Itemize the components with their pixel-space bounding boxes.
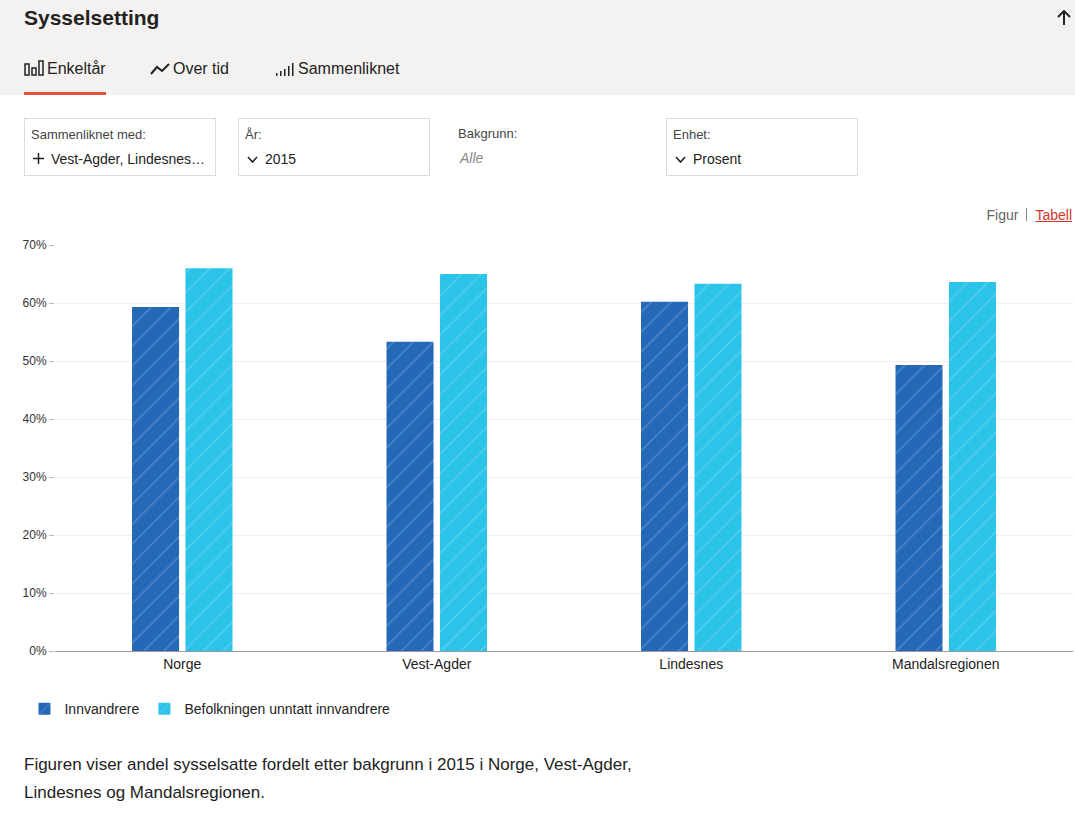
html-text:Enhet:: Enhet: — [673, 127, 711, 142]
svg-text:10%: 10% — [23, 586, 47, 600]
svg-text:40%: 40% — [23, 412, 47, 426]
html-text:2015: 2015 — [265, 151, 297, 167]
svg-text:Lindesnes: Lindesnes — [659, 656, 723, 672]
svg-text:20%: 20% — [23, 528, 47, 542]
html-text:Vest-Agder, Lindesnes…: Vest-Agder, Lindesnes… — [51, 151, 206, 167]
html-text:Enkeltår: Enkeltår — [47, 60, 106, 77]
svg-text:30%: 30% — [23, 470, 47, 484]
svg-text:Befolkningen unntatt innvandre: Befolkningen unntatt innvandrere — [184, 701, 390, 717]
html-text:Bakgrunn:: Bakgrunn: — [458, 126, 518, 141]
svg-text:60%: 60% — [23, 296, 47, 310]
svg-text:70%: 70% — [23, 238, 47, 252]
html-text:Figuren viser andel sysselsatt: Figuren viser andel sysselsatte fordelt … — [24, 755, 632, 802]
html-text:Over tid: Over tid — [173, 60, 229, 77]
svg-text:50%: 50% — [23, 354, 47, 368]
svg-text:Mandalsregionen: Mandalsregionen — [892, 656, 999, 672]
svg-text:Innvandrere: Innvandrere — [64, 701, 139, 717]
html-text:År:: År: — [245, 127, 262, 142]
svg-text:0%: 0% — [29, 644, 47, 658]
svg-text:Vest-Agder: Vest-Agder — [402, 656, 472, 672]
html-text:Sysselsetting: Sysselsetting — [24, 6, 160, 29]
html-text:Sammenliknet med:: Sammenliknet med: — [31, 127, 146, 142]
html-text:Alle: Alle — [460, 150, 484, 166]
html-text:Tabell: Tabell — [1035, 207, 1072, 223]
svg-text:Norge: Norge — [163, 656, 201, 672]
html-text:Prosent: Prosent — [693, 151, 742, 167]
html-text:Sammenliknet: Sammenliknet — [298, 60, 400, 77]
html-text:Figur: Figur — [986, 207, 1019, 223]
